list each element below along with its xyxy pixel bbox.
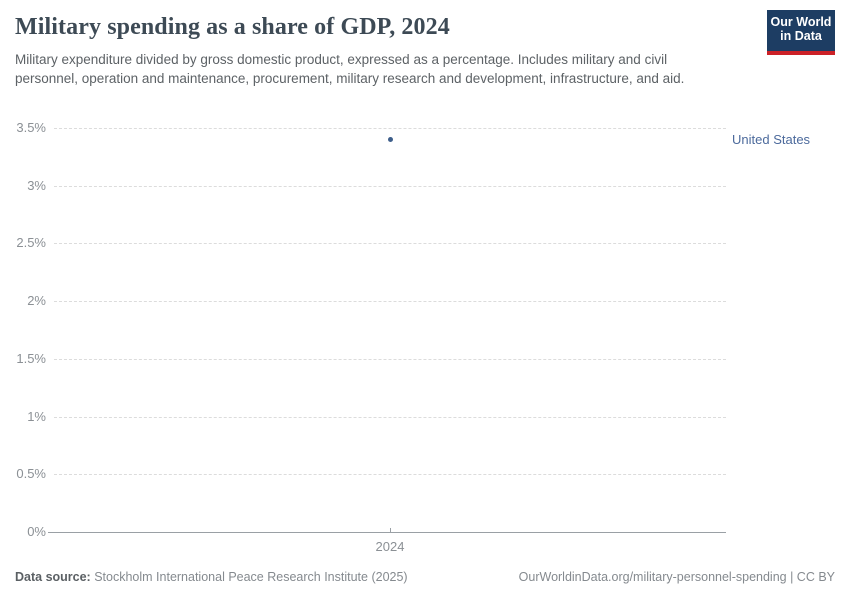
y-axis-tick-label: 0%: [27, 524, 46, 539]
y-axis-tick-label: 3.5%: [16, 120, 46, 135]
owid-logo-line1: Our World: [770, 15, 832, 29]
gridline: [54, 416, 726, 418]
chart-footer: Data source: Stockholm International Pea…: [15, 570, 835, 584]
gridline: [54, 301, 726, 303]
gridline: [54, 128, 726, 129]
x-axis-tick-label: 2024: [375, 539, 405, 554]
gridline: [54, 358, 726, 360]
data-point-united-states[interactable]: [387, 137, 393, 143]
gridline: [54, 474, 726, 476]
owid-url-link[interactable]: OurWorldinData.org/military-personnel-sp…: [518, 570, 835, 584]
y-axis-tick-label: 1%: [27, 408, 46, 424]
owid-logo-line2: in Data: [780, 29, 822, 43]
y-axis-tick-label: 0.5%: [16, 466, 46, 482]
data-source-text: Stockholm International Peace Research I…: [94, 570, 408, 584]
x-axis-line: [48, 532, 726, 533]
data-source-label: Data source:: [15, 570, 91, 584]
data-source-note: Data source: Stockholm International Pea…: [15, 570, 408, 584]
gridline: [54, 243, 726, 245]
y-axis-tick-label: 3%: [27, 177, 46, 193]
y-axis-tick-label: 2.5%: [16, 235, 46, 251]
y-axis-tick-label: 2%: [27, 293, 46, 309]
series-label-united-states[interactable]: United States: [732, 131, 811, 147]
page-title: Military spending as a share of GDP, 202…: [15, 14, 450, 40]
chart-subtitle: Military expenditure divided by gross do…: [15, 52, 685, 86]
gridline: [54, 185, 726, 187]
x-axis-tick: [390, 528, 391, 532]
owid-logo: Our World in Data: [767, 10, 835, 55]
y-axis-tick-label: 1.5%: [16, 350, 46, 366]
